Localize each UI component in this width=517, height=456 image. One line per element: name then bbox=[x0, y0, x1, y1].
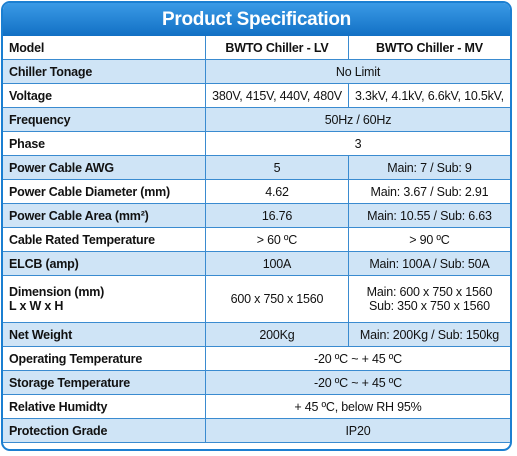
spec-row: Phase 3 bbox=[3, 131, 510, 156]
spec-value: 16.76 bbox=[205, 203, 349, 228]
spec-value: -20 ºC ~ + 45 ºC bbox=[205, 370, 510, 395]
row-label: Net Weight bbox=[3, 322, 206, 347]
spec-value: 5 bbox=[205, 155, 349, 180]
spec-row: Voltage 380V, 415V, 440V, 480V 3.3kV, 4.1k… bbox=[3, 83, 510, 108]
spec-value: -20 ºC ~ + 45 ºC bbox=[205, 346, 510, 371]
column-header: BWTO Chiller - MV bbox=[347, 36, 510, 60]
spec-card: Product Specification Model BWTO Chiller … bbox=[1, 1, 512, 451]
cell-line: Main: 600 x 750 x 1560 bbox=[366, 285, 493, 299]
spec-row: Relative Humidty + 45 ºC, below RH 95% bbox=[3, 394, 510, 419]
row-label: Cable Rated Temperature bbox=[3, 227, 206, 252]
spec-row: ELCB (amp) 100A Main: 100A / Sub: 50A bbox=[3, 251, 510, 276]
spec-row: Chiller Tonage No Limit bbox=[3, 59, 510, 84]
cell-line: Sub: 350 x 750 x 1560 bbox=[369, 299, 490, 313]
spec-value: 3 bbox=[205, 131, 510, 156]
spec-value: 200Kg bbox=[205, 322, 349, 347]
title-bar: Product Specification bbox=[3, 3, 510, 36]
row-label: Power Cable Area (mm²) bbox=[3, 203, 206, 228]
row-label: Storage Temperature bbox=[3, 370, 206, 395]
spec-value: + 45 ºC, below RH 95% bbox=[205, 394, 510, 419]
spec-value: Main: 200Kg / Sub: 150kg bbox=[347, 322, 510, 347]
spec-row: Power Cable Area (mm²) 16.76 Main: 10.55 /… bbox=[3, 203, 510, 228]
row-label: ELCB (amp) bbox=[3, 251, 206, 276]
spec-value: 100A bbox=[205, 251, 349, 276]
spec-row: Net Weight 200Kg Main: 200Kg / Sub: 150kg bbox=[3, 322, 510, 347]
spec-value: Main: 7 / Sub: 9 bbox=[347, 155, 510, 180]
spec-value: Main: 10.55 / Sub: 6.63 bbox=[347, 203, 510, 228]
spec-value: Main: 100A / Sub: 50A bbox=[347, 251, 510, 276]
spec-row: Operating Temperature -20 ºC ~ + 45 ºC bbox=[3, 346, 510, 371]
spec-row: Power Cable Diameter (mm) 4.62 Main: 3.67 … bbox=[3, 179, 510, 204]
spec-value: > 90 ºC bbox=[347, 227, 510, 252]
row-label: Relative Humidty bbox=[3, 394, 206, 419]
spec-row: Frequency 50Hz / 60Hz bbox=[3, 107, 510, 132]
spec-value: > 60 ºC bbox=[205, 227, 349, 252]
spec-row: Cable Rated Temperature > 60 ºC > 90 ºC bbox=[3, 227, 510, 252]
spec-row: Dimension (mm) L x W x H 600 x 750 x 1560 M… bbox=[3, 275, 510, 323]
spec-value: 50Hz / 60Hz bbox=[205, 107, 510, 132]
cell-line: L x W x H bbox=[9, 299, 64, 313]
spec-value: 600 x 750 x 1560 bbox=[205, 275, 349, 323]
column-header: Model bbox=[3, 36, 206, 60]
spec-row: Storage Temperature -20 ºC ~ + 45 ºC bbox=[3, 370, 510, 395]
row-label: Operating Temperature bbox=[3, 346, 206, 371]
spec-value: No Limit bbox=[205, 59, 510, 84]
row-label: Phase bbox=[3, 131, 206, 156]
spec-value: 3.3kV, 4.1kV, 6.6kV, 10.5kV, bbox=[347, 83, 510, 108]
row-label: Dimension (mm) L x W x H bbox=[3, 275, 206, 323]
row-label: Power Cable AWG bbox=[3, 155, 206, 180]
spec-row: Protection Grade IP20 bbox=[3, 418, 510, 443]
spec-value: Main: 3.67 / Sub: 2.91 bbox=[347, 179, 510, 204]
spec-value: 380V, 415V, 440V, 480V bbox=[205, 83, 349, 108]
spec-table: Model BWTO Chiller - LV BWTO Chiller - MV C… bbox=[3, 36, 510, 443]
header-row: Model BWTO Chiller - LV BWTO Chiller - MV bbox=[3, 36, 510, 60]
column-header: BWTO Chiller - LV bbox=[205, 36, 349, 60]
spec-value: 4.62 bbox=[205, 179, 349, 204]
row-label: Chiller Tonage bbox=[3, 59, 206, 84]
spec-value: IP20 bbox=[205, 418, 510, 443]
spec-row: Power Cable AWG 5 Main: 7 / Sub: 9 bbox=[3, 155, 510, 180]
row-label: Protection Grade bbox=[3, 418, 206, 443]
row-label: Frequency bbox=[3, 107, 206, 132]
row-label: Voltage bbox=[3, 83, 206, 108]
cell-line: Dimension (mm) bbox=[9, 285, 105, 299]
row-label: Power Cable Diameter (mm) bbox=[3, 179, 206, 204]
spec-value: Main: 600 x 750 x 1560 Sub: 350 x 750 x 1… bbox=[347, 275, 510, 323]
